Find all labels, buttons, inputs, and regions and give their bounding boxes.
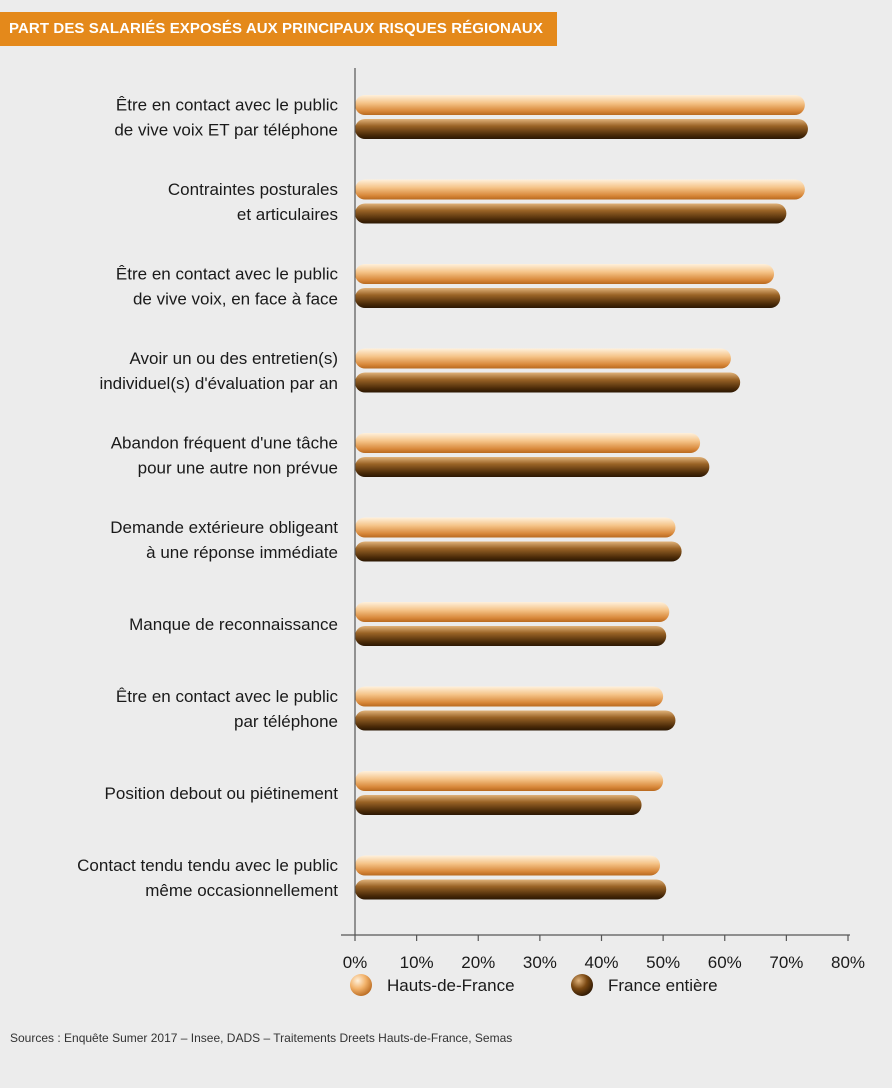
x-tick-label-4: 40%: [584, 953, 618, 972]
x-tick-label-3: 30%: [523, 953, 557, 972]
bar-hdf-0: [355, 95, 805, 115]
legend-label-hdf: Hauts-de-France: [387, 976, 515, 995]
x-tick-label-5: 50%: [646, 953, 680, 972]
bar-france-4: [355, 457, 710, 477]
x-tick-label-8: 80%: [831, 953, 865, 972]
category-label-0-1: de vive voix ET par téléphone: [114, 121, 338, 140]
bar-france-7: [355, 710, 676, 731]
category-label-2-0: Être en contact avec le public: [116, 265, 339, 284]
category-label-7-0: Être en contact avec le public: [116, 687, 339, 706]
category-label-8-0: Position debout ou piétinement: [105, 784, 339, 803]
category-label-3-0: Avoir un ou des entretien(s): [129, 349, 338, 368]
chart-title: PART DES SALARIÉS EXPOSÉS AUX PRINCIPAUX…: [0, 12, 557, 46]
category-label-9-0: Contact tendu tendu avec le public: [77, 856, 338, 875]
category-label-3-1: individuel(s) d'évaluation par an: [99, 374, 338, 393]
category-label-1-0: Contraintes posturales: [168, 180, 338, 199]
x-tick-label-0: 0%: [343, 953, 368, 972]
category-label-4-0: Abandon fréquent d'une tâche: [111, 434, 338, 453]
bar-france-5: [355, 541, 682, 562]
bar-hdf-2: [355, 264, 775, 284]
bar-hdf-5: [355, 517, 676, 538]
source-note: Sources : Enquête Sumer 2017 – Insee, DA…: [10, 1031, 513, 1045]
x-tick-label-2: 20%: [461, 953, 495, 972]
legend-label-france: France entière: [608, 976, 718, 995]
bar-hdf-9: [355, 855, 661, 876]
category-label-2-1: de vive voix, en face à face: [133, 290, 338, 309]
bar-france-6: [355, 626, 667, 646]
bar-hdf-7: [355, 686, 664, 707]
legend-swatch-hdf: [350, 974, 372, 996]
category-label-5-1: à une réponse immédiate: [146, 543, 338, 562]
category-label-7-1: par téléphone: [234, 712, 338, 731]
bar-france-8: [355, 795, 642, 815]
bar-hdf-1: [355, 179, 805, 200]
bar-france-3: [355, 372, 741, 393]
bar-hdf-6: [355, 602, 670, 622]
category-label-5-0: Demande extérieure obligeant: [110, 518, 338, 537]
bar-hdf-3: [355, 348, 731, 369]
bar-hdf-4: [355, 433, 701, 453]
category-label-4-1: pour une autre non prévue: [138, 459, 338, 478]
bar-hdf-8: [355, 771, 664, 791]
category-label-6-0: Manque de reconnaissance: [129, 615, 338, 634]
bar-france-2: [355, 288, 781, 308]
x-tick-label-7: 70%: [769, 953, 803, 972]
x-tick-label-1: 10%: [400, 953, 434, 972]
category-label-1-1: et articulaires: [237, 205, 338, 224]
bar-france-0: [355, 119, 808, 139]
x-tick-label-6: 60%: [708, 953, 742, 972]
legend-swatch-france: [571, 974, 593, 996]
bar-france-1: [355, 203, 787, 224]
category-label-0-0: Être en contact avec le public: [116, 96, 339, 115]
bar-france-9: [355, 879, 667, 900]
category-label-9-1: même occasionnellement: [145, 881, 338, 900]
